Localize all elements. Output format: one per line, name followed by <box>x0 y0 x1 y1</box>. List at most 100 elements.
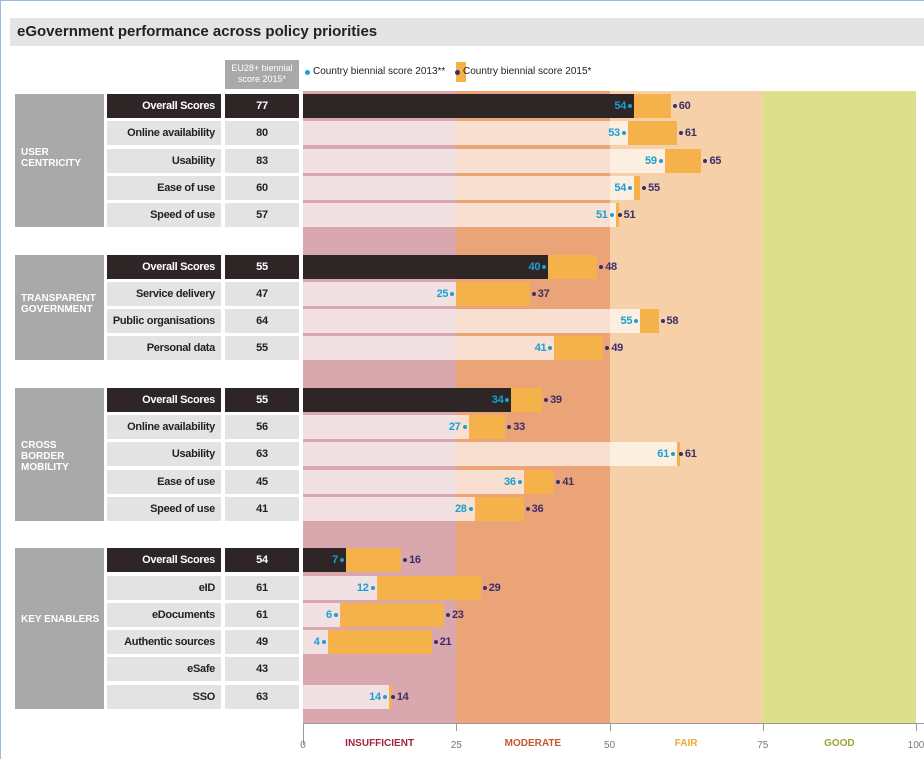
row-label: Authentic sources <box>107 630 221 655</box>
dot-2015 <box>678 131 683 136</box>
label-2015: 16 <box>409 554 421 567</box>
bar-2015 <box>376 575 481 600</box>
zone-band <box>762 91 916 723</box>
label-2013: 54 <box>614 100 627 112</box>
label-2013: 54 <box>614 181 627 194</box>
label-2015: 49 <box>611 342 623 355</box>
dot-2013 <box>628 185 633 190</box>
dot-2013 <box>542 264 547 269</box>
label-2013: 28 <box>454 502 467 515</box>
dot-2013 <box>628 104 633 108</box>
bar-2013 <box>303 602 340 627</box>
label-2013: 25 <box>436 287 449 300</box>
label-2015: 61 <box>684 127 697 140</box>
bar-2015 <box>511 387 543 412</box>
group-block <box>15 548 104 709</box>
eu-score: 60 <box>225 175 299 200</box>
bar-2015 <box>327 630 432 655</box>
bar-2015 <box>634 94 671 118</box>
dot-2015 <box>525 506 530 511</box>
row-label: Overall Scores <box>107 254 221 279</box>
group-block <box>15 387 104 521</box>
bar-2015 <box>456 281 530 306</box>
eu-score: 55 <box>225 387 299 412</box>
row-label: Speed of use <box>107 203 221 228</box>
eu-score: 63 <box>225 442 299 467</box>
label-2015: 36 <box>531 502 544 515</box>
tick-mark <box>762 723 764 731</box>
bar-2013 <box>303 203 616 228</box>
bar-2013 <box>303 336 555 361</box>
group-name: TRANSPARENT GOVERNMENT <box>21 293 96 316</box>
bar-2013 <box>303 684 389 709</box>
dot-2015 <box>678 452 683 457</box>
dot-2015 <box>544 397 549 402</box>
row-label: Ease of use <box>107 175 221 200</box>
label-2015: 51 <box>623 209 636 222</box>
label-2015: 14 <box>396 690 409 703</box>
eu-score: 77 <box>225 94 299 118</box>
dot-2015 <box>482 585 487 590</box>
eu-score: 54 <box>225 548 299 573</box>
tick-mark <box>456 723 458 731</box>
dot-2013 <box>382 694 387 699</box>
dot-2015 <box>445 612 450 617</box>
bar-2015 <box>339 602 444 627</box>
dot-2013 <box>634 319 639 324</box>
row-label: Ease of use <box>107 469 221 494</box>
dot-2013 <box>548 346 553 351</box>
bar-2015 <box>615 203 619 228</box>
legend-label: Country biennial score 2013** <box>313 66 446 77</box>
bar-2015 <box>664 148 702 173</box>
eu-score: 80 <box>225 121 299 146</box>
label-2013: 6 <box>325 608 332 621</box>
legend-dot <box>455 70 460 75</box>
label-2013: 12 <box>356 581 369 594</box>
dot-2013 <box>333 612 338 617</box>
bar-2013 <box>303 254 549 279</box>
row-label: Overall Scores <box>107 387 221 412</box>
bar-2013 <box>303 281 457 306</box>
zone-label: MODERATE <box>504 738 562 749</box>
label-2015: 61 <box>684 448 697 461</box>
eu-score: 61 <box>225 602 299 627</box>
dot-2013 <box>658 158 663 163</box>
title-bar <box>10 18 924 46</box>
bar-2015 <box>634 175 641 200</box>
eu-score: 61 <box>225 575 299 600</box>
dot-2013 <box>505 397 510 402</box>
bar-2013 <box>303 469 524 494</box>
label-2013: 51 <box>595 209 608 222</box>
dot-2013 <box>370 585 375 590</box>
bar-2015 <box>345 548 402 573</box>
dot-2015 <box>556 479 561 484</box>
label-2015: 37 <box>537 287 550 300</box>
legend-label: Country biennial score 2015* <box>463 66 592 77</box>
dot-2015 <box>617 213 622 218</box>
bar-2015 <box>627 121 677 146</box>
eu-score: 83 <box>225 148 299 173</box>
label-2015: 29 <box>488 581 501 594</box>
zone-label: FAIR <box>674 738 698 749</box>
bar-2013 <box>303 121 628 146</box>
bar-2013 <box>303 415 469 439</box>
row-label: Overall Scores <box>107 548 221 573</box>
bar-2013 <box>303 387 512 412</box>
eu-score: 64 <box>225 309 299 334</box>
bar-2013 <box>303 175 635 200</box>
eu-score: 55 <box>225 254 299 279</box>
eu-score: 57 <box>225 203 299 228</box>
eu-score: 55 <box>225 336 299 361</box>
group-block <box>15 94 104 228</box>
group-name: USER CENTRICITY <box>21 146 81 169</box>
bar-2015 <box>640 309 659 334</box>
row-label: Usability <box>107 148 221 173</box>
bar-2013 <box>303 548 346 573</box>
dot-2015 <box>660 319 665 324</box>
bar-2013 <box>303 575 377 600</box>
eu-score: 41 <box>225 496 299 521</box>
bar-2015 <box>388 684 392 709</box>
label-2013: 27 <box>448 421 461 433</box>
dot-2015 <box>390 694 395 699</box>
